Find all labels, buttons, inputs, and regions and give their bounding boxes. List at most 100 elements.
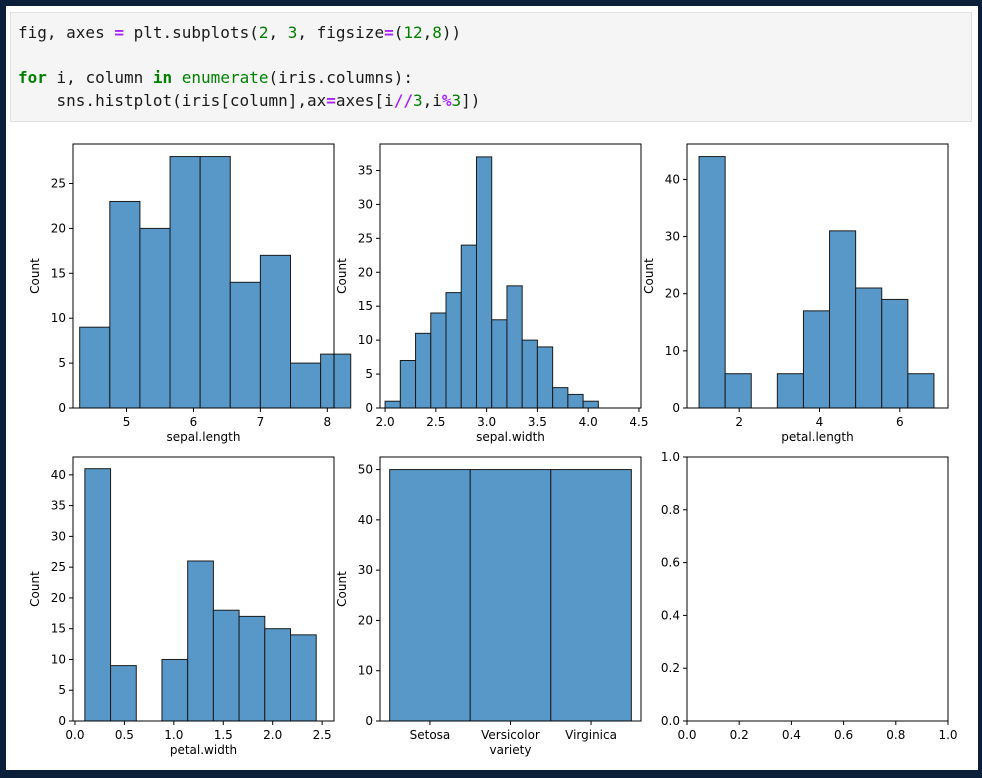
bar xyxy=(399,359,417,409)
bar xyxy=(881,298,909,409)
x-tick-label: 4 xyxy=(816,415,824,429)
y-tick-label: 40 xyxy=(665,172,680,186)
subplot-3: 2 4 6 0 10 20 30 40 petal.length Count xyxy=(642,143,949,444)
y-axis-label: Count xyxy=(28,571,42,607)
bar xyxy=(199,156,231,409)
subplot-2: 2.0 2.5 3.0 3.5 4.0 4.5 0 5 10 15 20 25 30 35 sepal.wi… xyxy=(335,143,649,444)
code-token: ]) xyxy=(461,91,481,110)
code-token: 8 xyxy=(432,23,442,42)
y-tick-label: 20 xyxy=(358,613,373,627)
x-tick-label: 0.5 xyxy=(115,728,134,742)
bar xyxy=(229,281,261,409)
bar xyxy=(567,393,584,409)
y-tick-label: 50 xyxy=(358,463,373,477)
code-token: axes[i xyxy=(335,91,394,110)
x-tick-label: 0.0 xyxy=(677,728,696,742)
bar xyxy=(320,353,352,409)
code-token: plt.subplots( xyxy=(123,23,259,42)
axes-frame xyxy=(379,143,642,409)
code-line-1: fig, axes = plt.subplots(2, 3, figsize=(… xyxy=(18,23,461,43)
subplot-5: Setosa Versicolor Virginica 0 10 20 30 40 50 vari… xyxy=(335,456,642,757)
x-tick-label: 4.5 xyxy=(629,415,648,429)
x-tick-label: 1.5 xyxy=(214,728,233,742)
x-tick-label: 2 xyxy=(735,415,743,429)
code-token: ( xyxy=(393,23,404,42)
x-tick-label: 7 xyxy=(257,415,265,429)
y-tick-label: 30 xyxy=(358,563,373,577)
code-token: = xyxy=(326,91,336,110)
code-token: = xyxy=(384,23,394,42)
code-token: i, column xyxy=(46,68,153,87)
y-tick-label: 0 xyxy=(365,714,373,728)
x-tick-label: Versicolor xyxy=(481,728,540,742)
x-tick-label: 2.0 xyxy=(263,728,282,742)
y-tick-label: 10 xyxy=(51,652,66,666)
code-token: for xyxy=(18,68,47,87)
x-axis-label: variety xyxy=(490,743,532,757)
x-axis-label: sepal.length xyxy=(166,430,240,444)
bar xyxy=(550,469,632,722)
axes-frame xyxy=(379,456,642,722)
axes-frame xyxy=(72,456,335,722)
axes-frame xyxy=(686,456,949,722)
x-tick-label: 6 xyxy=(190,415,198,429)
code-token: 3 xyxy=(451,91,462,110)
x-tick-label: 1.0 xyxy=(938,728,957,742)
x-tick-label: 8 xyxy=(323,415,331,429)
x-tick-label: 2.0 xyxy=(376,415,395,429)
y-tick-label: 15 xyxy=(358,299,373,313)
bar xyxy=(698,156,726,409)
code-token: % xyxy=(441,91,452,110)
x-tick-label: 2.5 xyxy=(426,415,445,429)
y-tick-label: 10 xyxy=(358,333,373,347)
y-tick-label: 30 xyxy=(665,230,680,244)
bar xyxy=(238,615,266,722)
y-tick-label: 0.6 xyxy=(661,556,680,570)
y-tick-label: 25 xyxy=(51,177,66,191)
cell-output: 5 6 7 8 0 5 10 15 20 25 sepal.length Count 2.0 2.5 3.0… xyxy=(6,130,978,770)
bar xyxy=(475,156,493,409)
code-token: 3 xyxy=(412,91,423,110)
subplot-6: 0.0 0.2 0.4 0.6 0.8 1.0 0.0 0.2 0.4 0.6 0.8 1.0 xyxy=(661,450,958,742)
axes-frame xyxy=(72,143,335,409)
code-cell[interactable]: fig, axes = plt.subplots(2, 3, figsize=(… xyxy=(10,12,972,122)
bar xyxy=(415,332,432,409)
code-token: in xyxy=(152,68,173,87)
code-token: , figsize xyxy=(297,23,385,42)
x-tick-label: 0.4 xyxy=(782,728,801,742)
subplot-1: 5 6 7 8 0 5 10 15 20 25 sepal.length Count xyxy=(28,143,352,444)
x-tick-label: 2.5 xyxy=(313,728,332,742)
code-token: fig, axes xyxy=(18,23,115,42)
code-token: (iris.columns): xyxy=(268,68,413,87)
x-tick-label: Setosa xyxy=(410,728,451,742)
bar xyxy=(536,346,554,409)
x-axis-label: sepal.width xyxy=(476,430,545,444)
bar xyxy=(187,560,214,722)
y-tick-label: 5 xyxy=(365,367,373,381)
x-tick-label: 5 xyxy=(123,415,131,429)
bar xyxy=(907,373,935,409)
y-tick-label: 20 xyxy=(51,591,66,605)
code-token: , xyxy=(422,23,433,42)
x-tick-label: 4.0 xyxy=(579,415,598,429)
y-tick-label: 35 xyxy=(51,499,66,513)
y-tick-label: 15 xyxy=(51,266,66,280)
code-token: )) xyxy=(441,23,462,42)
code-token: enumerate xyxy=(181,68,269,87)
y-axis-label: Count xyxy=(642,258,656,294)
y-tick-label: 35 xyxy=(358,163,373,177)
bar xyxy=(724,373,752,409)
x-tick-label: 3.5 xyxy=(528,415,547,429)
y-axis-label: Count xyxy=(28,258,42,294)
code-token: 2 xyxy=(258,23,269,42)
bar xyxy=(829,230,857,409)
bar xyxy=(445,292,462,409)
code-line-2: for i, column in enumerate(iris.columns)… xyxy=(18,68,413,88)
y-tick-label: 1.0 xyxy=(661,450,680,464)
code-line-3: sns.histplot(iris[column],ax=axes[i//3,i… xyxy=(18,91,481,111)
bar xyxy=(802,310,831,409)
bar xyxy=(460,244,477,409)
code-token: 12 xyxy=(403,23,423,42)
x-tick-label: 1.0 xyxy=(164,728,183,742)
